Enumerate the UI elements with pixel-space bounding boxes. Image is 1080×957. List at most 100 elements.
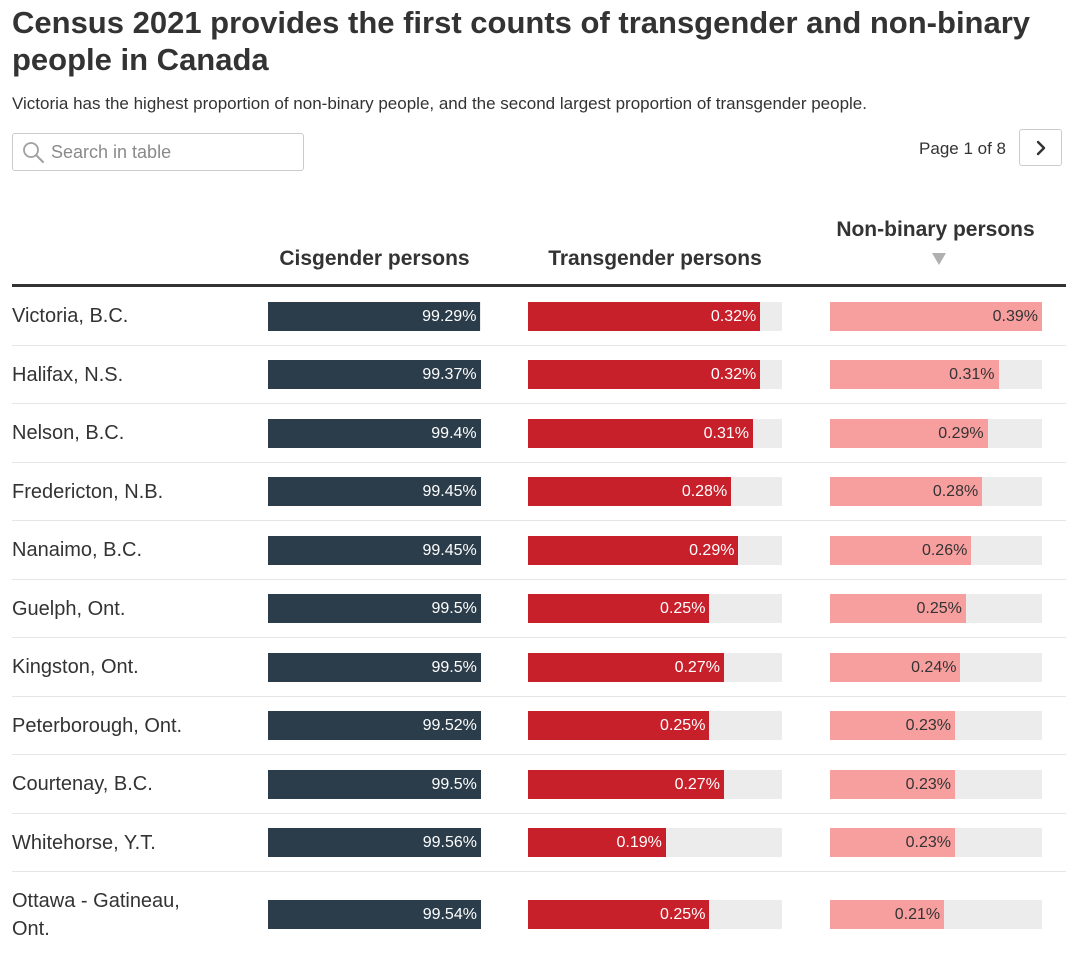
- cisgender-value-label: 99.5%: [431, 600, 477, 618]
- transgender-value-label: 0.29%: [689, 541, 735, 559]
- city-name: Nelson, B.C.: [12, 422, 125, 445]
- city-name: Whitehorse, Y.T.: [12, 831, 156, 854]
- nonbinary-value-label: 0.31%: [949, 366, 995, 384]
- nonbinary-bar-track: 0.21%: [830, 900, 1042, 929]
- table-row: Guelph, Ont. 99.5% 0.25% 0.25%: [12, 580, 1066, 638]
- nonbinary-value-label: 0.23%: [905, 717, 952, 735]
- nonbinary-bar-track: 0.24%: [830, 652, 1042, 682]
- cisgender-bar: 99.5%: [268, 652, 481, 682]
- nonbinary-bar: 0.26%: [830, 535, 972, 565]
- nonbinary-value-label: 0.39%: [992, 307, 1038, 325]
- nonbinary-bar: 0.25%: [830, 594, 966, 624]
- transgender-bar-track: 0.28%: [528, 477, 782, 507]
- search-input[interactable]: [51, 135, 299, 169]
- column-header-cisgender[interactable]: Cisgender persons: [279, 247, 470, 270]
- column-header-nonbinary[interactable]: Non-binary persons: [836, 218, 1035, 241]
- city-name: Ottawa - Gatineau, Ont.: [12, 890, 180, 940]
- nonbinary-bar-track: 0.23%: [830, 828, 1042, 858]
- cisgender-bar: 99.54%: [268, 900, 481, 929]
- transgender-value-label: 0.27%: [674, 775, 720, 793]
- transgender-bar: 0.25%: [528, 594, 710, 624]
- cisgender-value-label: 99.5%: [431, 658, 477, 676]
- cisgender-bar: 99.52%: [268, 711, 481, 741]
- nonbinary-bar: 0.39%: [830, 301, 1042, 331]
- next-page-button[interactable]: [1019, 129, 1062, 166]
- transgender-value-label: 0.27%: [674, 658, 720, 676]
- nonbinary-value-label: 0.24%: [911, 658, 957, 676]
- cisgender-value-label: 99.37%: [422, 366, 477, 384]
- cisgender-bar-track: 99.4%: [268, 418, 481, 448]
- transgender-value-label: 0.25%: [660, 717, 706, 735]
- transgender-value-label: 0.19%: [616, 834, 662, 852]
- nonbinary-bar-track: 0.31%: [830, 360, 1042, 390]
- city-name: Guelph, Ont.: [12, 597, 126, 620]
- transgender-bar-track: 0.25%: [528, 900, 782, 929]
- search-icon: [23, 142, 44, 163]
- cisgender-bar-track: 99.56%: [268, 828, 481, 858]
- column-header-transgender[interactable]: Transgender persons: [548, 247, 762, 270]
- nonbinary-value-label: 0.23%: [905, 834, 952, 852]
- transgender-bar: 0.29%: [528, 535, 739, 565]
- transgender-bar-track: 0.32%: [528, 301, 782, 331]
- transgender-value-label: 0.25%: [660, 600, 706, 618]
- transgender-bar: 0.25%: [528, 900, 710, 929]
- nonbinary-value-label: 0.21%: [894, 906, 941, 923]
- nonbinary-bar-track: 0.29%: [830, 418, 1042, 448]
- city-name: Fredericton, N.B.: [12, 480, 164, 503]
- cisgender-value-label: 99.52%: [422, 717, 477, 735]
- nonbinary-bar: 0.28%: [830, 477, 983, 507]
- nonbinary-bar-track: 0.25%: [830, 594, 1042, 624]
- cisgender-bar-track: 99.5%: [268, 652, 481, 682]
- nonbinary-value-label: 0.25%: [916, 600, 962, 618]
- cisgender-value-label: 99.45%: [422, 483, 477, 501]
- cisgender-bar-track: 99.5%: [268, 594, 481, 624]
- transgender-value-label: 0.31%: [703, 424, 749, 442]
- transgender-bar: 0.27%: [528, 652, 724, 682]
- cisgender-bar-track: 99.45%: [268, 477, 481, 507]
- sort-descending-icon[interactable]: [931, 252, 947, 266]
- nonbinary-bar-track: 0.28%: [830, 477, 1042, 507]
- nonbinary-bar: 0.29%: [830, 418, 988, 448]
- cisgender-value-label: 99.4%: [431, 424, 477, 442]
- table-row: Peterborough, Ont. 99.52% 0.25% 0.23%: [12, 697, 1066, 755]
- city-name: Victoria, B.C.: [12, 305, 129, 328]
- city-name: Kingston, Ont.: [12, 656, 139, 679]
- nonbinary-bar: 0.24%: [830, 652, 961, 682]
- search-box[interactable]: [12, 133, 304, 171]
- nonbinary-bar: 0.23%: [830, 769, 956, 799]
- nonbinary-value-label: 0.26%: [921, 541, 968, 559]
- chart-subtitle: Victoria has the highest proportion of n…: [12, 94, 867, 113]
- transgender-bar-track: 0.32%: [528, 360, 782, 390]
- cisgender-bar-track: 99.54%: [268, 900, 481, 929]
- transgender-bar: 0.27%: [528, 769, 724, 799]
- chart-title: Census 2021 provides the first counts of…: [12, 5, 1031, 77]
- cisgender-value-label: 99.56%: [422, 834, 477, 852]
- header-rule: [12, 284, 1066, 287]
- cisgender-bar: 99.45%: [268, 535, 481, 565]
- table-row: Fredericton, N.B. 99.45% 0.28% 0.28%: [12, 463, 1066, 521]
- cisgender-value-label: 99.54%: [422, 906, 477, 923]
- transgender-bar-track: 0.27%: [528, 769, 782, 799]
- table-row: Ottawa - Gatineau, Ont. 99.54% 0.25% 0.21%: [12, 872, 1066, 957]
- cisgender-value-label: 99.29%: [422, 307, 477, 325]
- table-row: Whitehorse, Y.T. 99.56% 0.19% 0.23%: [12, 814, 1066, 872]
- table-row: Kingston, Ont. 99.5% 0.27% 0.24%: [12, 638, 1066, 697]
- cisgender-value-label: 99.45%: [422, 541, 477, 559]
- nonbinary-bar: 0.21%: [830, 900, 945, 929]
- transgender-bar-track: 0.31%: [528, 418, 782, 448]
- cisgender-bar: 99.5%: [268, 769, 481, 799]
- transgender-bar: 0.32%: [528, 301, 761, 331]
- table-row: Halifax, N.S. 99.37% 0.32% 0.31%: [12, 346, 1066, 404]
- cisgender-bar: 99.4%: [268, 418, 481, 448]
- city-name: Nanaimo, B.C.: [12, 539, 143, 562]
- transgender-bar-track: 0.27%: [528, 652, 782, 682]
- transgender-value-label: 0.32%: [710, 366, 757, 384]
- cisgender-bar: 99.56%: [268, 828, 481, 858]
- nonbinary-bar-track: 0.39%: [830, 301, 1042, 331]
- nonbinary-bar: 0.23%: [830, 828, 956, 858]
- cisgender-bar: 99.37%: [268, 360, 481, 390]
- transgender-bar: 0.19%: [528, 828, 666, 858]
- transgender-value-label: 0.28%: [681, 483, 728, 501]
- page-indicator: Page 1 of 8: [919, 139, 1006, 158]
- transgender-bar: 0.31%: [528, 418, 753, 448]
